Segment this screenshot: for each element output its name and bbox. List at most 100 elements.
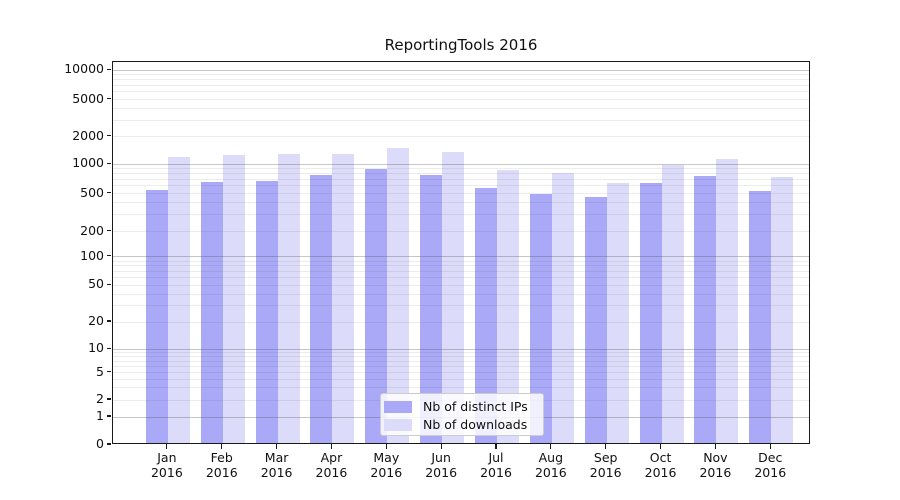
x-tick-mark-dec [769, 444, 771, 449]
gridline-7000 [113, 84, 809, 86]
gridline-20 [113, 321, 809, 323]
bar-downloads-dec [771, 177, 794, 443]
y-tick-mark-500 [107, 192, 111, 194]
bar-distinct-ips-apr [310, 175, 333, 443]
x-tick-mark-oct [659, 444, 662, 449]
gridline-100 [113, 256, 809, 258]
bar-downloads-mar [277, 153, 300, 443]
gridline-500 [113, 193, 809, 195]
x-tick-label-mar: Mar 2016 [260, 450, 293, 480]
y-tick-label-10000: 10000 [64, 61, 104, 77]
bar-distinct-ips-oct [639, 183, 662, 443]
x-tick-label-dec: Dec 2016 [754, 450, 787, 480]
bar-downloads-nov [716, 158, 739, 443]
x-tick-label-aug: Aug 2016 [534, 450, 567, 480]
bar-distinct-ips-jun [420, 174, 443, 443]
y-tick-label-2000: 2000 [72, 127, 104, 143]
x-tick-label-jun: Jun 2016 [425, 450, 458, 480]
x-tick-label-nov: Nov 2016 [699, 450, 732, 480]
legend-label-downloads: Nb of downloads [423, 417, 528, 432]
y-tick-label-5: 5 [96, 363, 104, 379]
legend-label-distinct-ips: Nb of distinct IPs [423, 399, 528, 414]
x-tick-mark-aug [550, 444, 552, 449]
legend-swatch-distinct-ips [384, 400, 412, 413]
x-tick-mark-may [385, 444, 387, 449]
y-tick-label-200: 200 [80, 222, 104, 238]
gridline-90 [113, 260, 809, 262]
bar-downloads-aug [551, 173, 574, 443]
bar-distinct-ips-sep [584, 197, 607, 443]
bar-distinct-ips-aug [529, 194, 552, 443]
gridline-5000 [113, 99, 809, 101]
gridline-800 [113, 173, 809, 175]
x-tick-mark-jul [495, 444, 497, 449]
legend-swatch-downloads [384, 418, 412, 431]
gridline-600 [113, 185, 809, 187]
gridline-4000 [113, 108, 809, 110]
y-tick-label-0: 0 [96, 436, 104, 451]
y-tick-label-500: 500 [80, 184, 104, 200]
y-tick-mark-0 [107, 443, 111, 445]
y-tick-label-10: 10 [88, 340, 104, 356]
y-tick-mark-1000 [107, 162, 111, 164]
gridline-3 [113, 387, 809, 389]
gridline-5 [113, 372, 809, 374]
y-tick-mark-20 [107, 320, 111, 322]
bar-downloads-jul [497, 169, 519, 443]
gridline-8000 [113, 79, 809, 81]
bar-distinct-ips-feb [200, 181, 223, 443]
bar-distinct-ips-jan [145, 190, 168, 443]
x-tick-label-jan: Jan 2016 [150, 450, 183, 480]
gridline-9000 [113, 74, 809, 76]
y-tick-label-5000: 5000 [72, 90, 104, 106]
gridline-900 [113, 168, 809, 170]
bar-downloads-feb [222, 154, 245, 443]
y-tick-mark-2 [107, 398, 111, 400]
bar-distinct-ips-nov [694, 175, 717, 443]
y-tick-label-50: 50 [88, 276, 104, 292]
y-tick-mark-50 [107, 283, 111, 285]
gridline-80 [113, 265, 809, 267]
bar-distinct-ips-mar [255, 181, 278, 443]
x-tick-mark-mar [276, 444, 278, 449]
y-tick-mark-2000 [107, 135, 111, 137]
bar-downloads-jun [442, 151, 465, 443]
legend: Nb of distinct IPs Nb of downloads [380, 392, 544, 436]
bar-distinct-ips-may [365, 169, 388, 443]
x-tick-mark-feb [221, 444, 223, 449]
y-tick-label-100: 100 [80, 247, 104, 263]
y-tick-mark-200 [107, 230, 111, 232]
chart-title: ReportingTools 2016 [384, 36, 538, 54]
gridline-3000 [113, 119, 809, 121]
gridline-30 [113, 305, 809, 307]
x-tick-label-jul: Jul 2016 [480, 450, 512, 480]
y-tick-label-1000: 1000 [72, 155, 104, 171]
x-tick-label-feb: Feb 2016 [205, 450, 238, 480]
gridline-700 [113, 178, 809, 180]
gridline-200 [113, 231, 809, 233]
y-tick-mark-10 [107, 347, 111, 349]
bar-downloads-apr [332, 154, 355, 443]
bar-downloads-jan [167, 157, 190, 443]
bar-downloads-may [387, 148, 410, 443]
y-tick-mark-10000 [107, 68, 111, 70]
y-tick-label-2: 2 [96, 391, 104, 406]
bar-distinct-ips-jul [475, 188, 497, 443]
y-tick-label-1: 1 [96, 408, 104, 423]
gridline-2000 [113, 136, 809, 138]
gridline-6 [113, 366, 809, 368]
gridline-10000 [113, 69, 809, 71]
gridline-6000 [113, 91, 809, 93]
legend-item-downloads: Nb of downloads [384, 416, 539, 434]
gridline-400 [113, 202, 809, 204]
legend-item-distinct-ips: Nb of distinct IPs [384, 398, 539, 416]
plot-area: Nb of distinct IPs Nb of downloads [112, 60, 810, 444]
gridline-10 [113, 348, 809, 350]
bar-downloads-sep [606, 182, 629, 443]
bar-downloads-oct [661, 164, 684, 443]
y-tick-mark-5 [107, 371, 111, 373]
x-tick-label-may: May 2016 [370, 450, 403, 480]
x-tick-mark-jan [166, 444, 168, 449]
x-tick-label-apr: Apr 2016 [315, 450, 348, 480]
